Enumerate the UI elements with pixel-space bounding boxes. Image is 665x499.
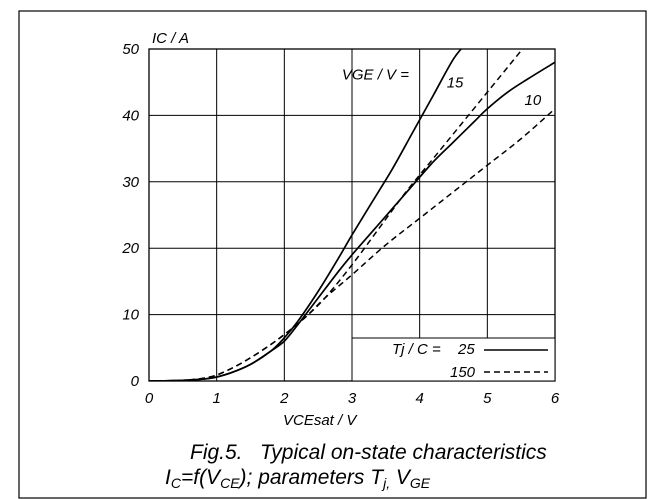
legend: Tj / C = 25 150	[351, 337, 556, 382]
x-tick-label: 3	[348, 390, 357, 407]
figure-caption-line2: IC=f(VCE); parameters Tj, VGE	[165, 466, 431, 491]
annotation-label: 10	[525, 92, 542, 109]
plot-area: 0 1 2 3 4 5 6 0 10 20 30 40 50	[121, 41, 560, 407]
y-tick-label: 40	[122, 107, 139, 124]
y-axis-label: IC / A	[152, 30, 189, 47]
caption-sub-2: CE	[220, 475, 240, 491]
x-tick-label: 6	[551, 390, 560, 407]
annotation-label: VGE / V =	[342, 67, 409, 84]
curve-annotations: VGE / V = 15 10	[342, 67, 542, 109]
caption-sub-3: j,	[381, 475, 390, 491]
caption-sub-4: GE	[410, 475, 431, 491]
caption-part-3: ); parameters T	[237, 466, 386, 489]
grid-lines	[149, 49, 555, 381]
x-tick-label: 5	[483, 390, 492, 407]
legend-box	[351, 337, 556, 382]
legend-label-25: 25	[457, 341, 475, 358]
curves-group	[149, 49, 555, 381]
x-tick-label: 2	[279, 390, 289, 407]
x-axis-label: VCEsat / V	[283, 412, 358, 429]
legend-title: Tj / C =	[392, 341, 441, 358]
annotation-label: 15	[447, 75, 464, 92]
y-tick-label: 0	[131, 373, 140, 390]
x-tick-label: 4	[415, 390, 423, 407]
caption-part-1: I	[165, 466, 171, 489]
y-tick-label: 20	[121, 240, 139, 257]
curve-vge10-tj25	[149, 61, 555, 381]
y-tick-label: 50	[122, 41, 139, 58]
caption-part-2: =f(V	[181, 466, 222, 489]
x-tick-label: 0	[145, 390, 154, 407]
curve-vge10-tj150	[149, 108, 555, 381]
figure-border	[18, 10, 647, 499]
tick-labels: 0 1 2 3 4 5 6 0 10 20 30 40 50	[121, 41, 560, 407]
x-tick-label: 1	[212, 390, 220, 407]
caption-part-4: V	[390, 466, 412, 489]
figure-caption-line1: Fig.5. Typical on-state characteristics	[190, 441, 547, 464]
legend-label-150: 150	[450, 364, 476, 381]
y-tick-label: 10	[122, 307, 139, 324]
caption-sub-1: C	[171, 475, 182, 491]
y-tick-label: 30	[122, 174, 139, 191]
